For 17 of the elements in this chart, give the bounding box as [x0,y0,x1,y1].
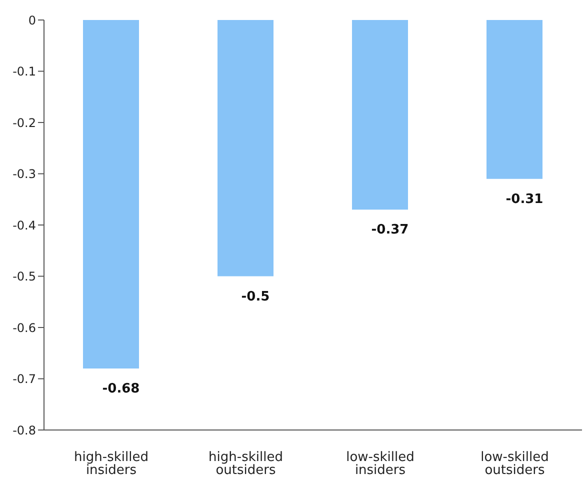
x-tick-label: low-skilled insiders [346,450,414,478]
y-tick-label: -0.2 [12,116,36,130]
y-tick-label: -0.7 [12,372,36,386]
y-tick-label: 0 [28,13,36,28]
x-tick-label: high-skilled insiders [74,450,148,478]
y-tick-label: -0.6 [12,320,36,335]
y-tick-label: -0.4 [12,218,36,232]
data-label: -0.5 [241,289,270,304]
x-tick-label: high-skilled outsiders [208,450,283,478]
y-tick-label: -0.8 [12,423,36,438]
y-tick-label: -0.1 [12,64,36,79]
data-label: -0.31 [506,192,544,207]
data-label: -0.68 [102,382,140,396]
data-label: -0.37 [371,222,409,238]
y-tick-label: -0.5 [12,270,36,284]
x-tick-label: low-skilled outsiders [480,450,549,478]
y-tick-label: -0.3 [12,167,36,182]
